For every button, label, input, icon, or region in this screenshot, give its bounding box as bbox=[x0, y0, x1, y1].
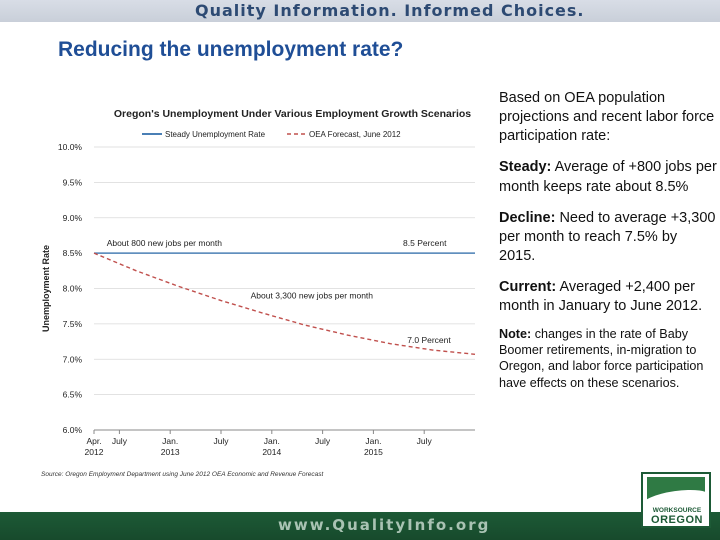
decline-text: Decline: Need to average +3,300 per mont… bbox=[499, 209, 716, 264]
y-tick-label: 10.0% bbox=[58, 142, 83, 152]
x-tick-year: 2012 bbox=[85, 447, 104, 457]
slide-title: Reducing the unemployment rate? bbox=[58, 38, 404, 61]
current-text: Current: Averaged +2,400 per month in Ja… bbox=[499, 279, 703, 315]
website-url[interactable]: www.QualityInfo.org bbox=[278, 516, 491, 534]
worksource-oregon-logo: WORKSOURCE OREGON bbox=[641, 472, 711, 528]
y-tick-label: 6.5% bbox=[63, 390, 83, 400]
top-banner: Quality Information. Informed Choices. bbox=[0, 0, 720, 22]
annotation-label: 8.5 Percent bbox=[403, 238, 447, 248]
chart-svg: Oregon's Unemployment Under Various Empl… bbox=[41, 108, 476, 478]
x-tick-label: Apr. bbox=[86, 436, 101, 446]
y-tick-label: 6.0% bbox=[63, 425, 83, 435]
x-tick-label: Jan. bbox=[162, 436, 178, 446]
x-tick-label: July bbox=[417, 436, 433, 446]
x-tick-year: 2014 bbox=[262, 447, 281, 457]
legend-label-forecast: OEA Forecast, June 2012 bbox=[309, 130, 401, 139]
unemployment-chart: Oregon's Unemployment Under Various Empl… bbox=[37, 90, 490, 490]
x-tick-label: July bbox=[315, 436, 331, 446]
steady-text: Steady: Average of +800 jobs per month k… bbox=[499, 159, 717, 195]
logo-line2: OREGON bbox=[651, 514, 703, 526]
y-tick-label: 9.0% bbox=[63, 213, 83, 223]
logo-line1: WORKSOURCE bbox=[652, 507, 702, 514]
x-tick-year: 2015 bbox=[364, 447, 383, 457]
right-text-panel: Based on OEA population projections and … bbox=[499, 89, 717, 403]
intro-text: Based on OEA population projections and … bbox=[499, 90, 715, 145]
chart-source: Source: Oregon Employment Department usi… bbox=[41, 471, 324, 478]
y-tick-label: 7.0% bbox=[63, 354, 83, 364]
annotation-label: About 800 new jobs per month bbox=[107, 238, 223, 248]
x-tick-label: Jan. bbox=[264, 436, 280, 446]
y-tick-label: 7.5% bbox=[63, 319, 83, 329]
y-tick-label: 8.5% bbox=[63, 248, 83, 258]
legend-label-steady: Steady Unemployment Rate bbox=[165, 130, 266, 139]
y-tick-label: 9.5% bbox=[63, 177, 83, 187]
x-tick-label: July bbox=[213, 436, 229, 446]
y-axis-label: Unemployment Rate bbox=[41, 245, 51, 332]
x-tick-year: 2013 bbox=[161, 447, 180, 457]
bottom-banner: www.QualityInfo.org bbox=[0, 512, 720, 540]
top-banner-text: Quality Information. Informed Choices. bbox=[195, 1, 585, 20]
annotation-label: About 3,300 new jobs per month bbox=[251, 291, 374, 301]
annotation-label: 7.0 Percent bbox=[407, 335, 451, 345]
logo-mark-icon bbox=[647, 477, 705, 505]
forecast-series-line bbox=[93, 252, 476, 355]
note-text: Note: changes in the rate of Baby Boomer… bbox=[499, 327, 704, 390]
x-tick-label: July bbox=[112, 436, 128, 446]
x-tick-label: Jan. bbox=[365, 436, 381, 446]
chart-title: Oregon's Unemployment Under Various Empl… bbox=[114, 108, 471, 120]
y-tick-label: 8.0% bbox=[63, 284, 83, 294]
